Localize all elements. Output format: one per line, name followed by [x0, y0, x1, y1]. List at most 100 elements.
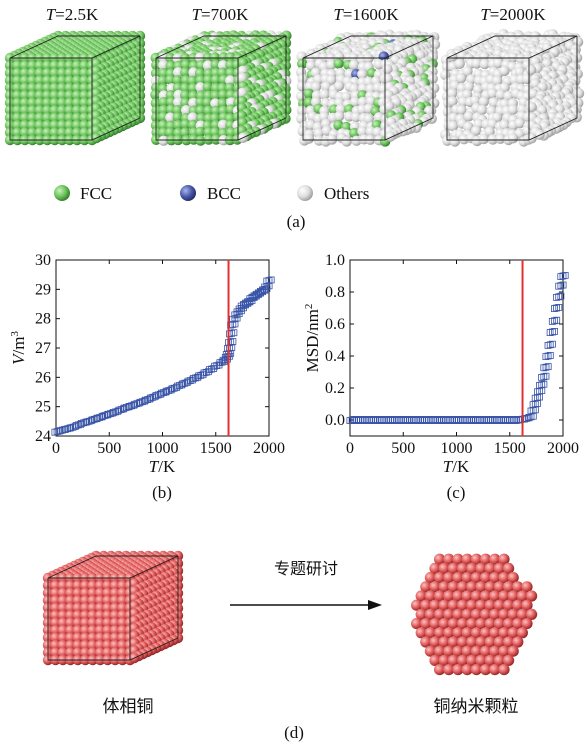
- data-point: [444, 417, 452, 425]
- atom: [80, 602, 91, 613]
- atom: [512, 581, 524, 593]
- atom: [516, 608, 529, 621]
- atom: [461, 627, 473, 639]
- atom: [475, 599, 487, 611]
- y-tick-label: 24: [35, 428, 51, 445]
- data-point: [540, 380, 548, 388]
- atom: [480, 645, 492, 657]
- data-point: [384, 417, 392, 425]
- atom: [461, 590, 473, 602]
- data-point: [435, 417, 443, 425]
- data-point: [536, 381, 543, 389]
- atom: [95, 610, 106, 621]
- atom: [424, 572, 436, 584]
- atom: [27, 105, 38, 116]
- atom: [12, 112, 23, 123]
- atom: [12, 82, 23, 94]
- atom: [296, 81, 308, 92]
- data-point: [553, 293, 560, 301]
- atom: [466, 599, 478, 611]
- atom: [503, 562, 515, 575]
- atom: [19, 97, 31, 108]
- y-tick-label: 29: [35, 281, 51, 298]
- atom-cube-2.5k: [4, 30, 146, 146]
- atom: [102, 617, 113, 628]
- atom: [357, 69, 368, 80]
- atom: [79, 97, 90, 108]
- data-point: [523, 414, 531, 422]
- data-point: [78, 419, 85, 427]
- data-point: [531, 394, 539, 402]
- data-point: [549, 340, 556, 348]
- atom: [117, 602, 128, 613]
- atom: [49, 127, 60, 138]
- atom: [447, 96, 458, 107]
- x-tick-label: 1500: [200, 440, 232, 457]
- atom: [157, 75, 168, 86]
- atom: [503, 599, 515, 611]
- data-point: [120, 404, 128, 412]
- atom: [95, 617, 106, 628]
- atom: [202, 60, 214, 71]
- caption-d: (d): [284, 723, 304, 742]
- atom: [480, 627, 492, 639]
- atom: [525, 64, 537, 76]
- atom: [34, 97, 45, 108]
- atom: [424, 627, 436, 639]
- temp-label-2: T=700K: [192, 5, 250, 24]
- atom: [424, 590, 436, 602]
- atom: [461, 664, 473, 676]
- y-tick-label: 1.0: [325, 252, 345, 269]
- data-point: [548, 317, 556, 325]
- atom: [79, 60, 90, 71]
- atom: [172, 112, 183, 123]
- atom: [117, 632, 128, 643]
- atom: [443, 664, 455, 676]
- atom: [516, 627, 529, 639]
- atom: [350, 111, 362, 123]
- atom: [452, 553, 464, 565]
- atom: [471, 58, 482, 69]
- atom: [12, 60, 23, 71]
- atom: [429, 654, 441, 667]
- data-point: [551, 327, 558, 335]
- atom: [12, 90, 23, 101]
- atom: [503, 654, 515, 667]
- data-point: [231, 315, 239, 323]
- atom: [457, 562, 469, 575]
- atom: [457, 654, 469, 667]
- atom: [87, 625, 98, 636]
- atom: [470, 664, 482, 676]
- atom: [87, 610, 98, 621]
- atom: [109, 639, 121, 651]
- atom: [457, 581, 469, 593]
- atom: [117, 580, 128, 591]
- data-point: [546, 329, 554, 337]
- atom: [109, 632, 121, 643]
- atom: [296, 105, 308, 116]
- atom: [195, 135, 206, 146]
- x-tick-label: 2000: [547, 440, 579, 457]
- atom: [503, 636, 515, 648]
- data-point: [549, 328, 556, 336]
- atom: [117, 595, 128, 606]
- atom: [72, 647, 84, 658]
- atom: [210, 90, 221, 101]
- atom: [87, 647, 98, 658]
- data-point: [393, 417, 401, 425]
- data-point: [56, 427, 64, 435]
- y-tick-label: 25: [35, 399, 51, 416]
- atom: [72, 617, 84, 628]
- atom: [341, 91, 352, 102]
- atom: [470, 608, 482, 621]
- atom: [72, 602, 84, 613]
- atom: [71, 112, 83, 123]
- data-point: [401, 417, 409, 425]
- atom: [87, 617, 98, 628]
- atom: [34, 82, 45, 94]
- atom: [333, 58, 344, 69]
- legend-bcc-marker: [180, 185, 196, 201]
- atom: [470, 125, 482, 136]
- x-tick-label: 1000: [441, 440, 473, 457]
- atom: [109, 647, 121, 658]
